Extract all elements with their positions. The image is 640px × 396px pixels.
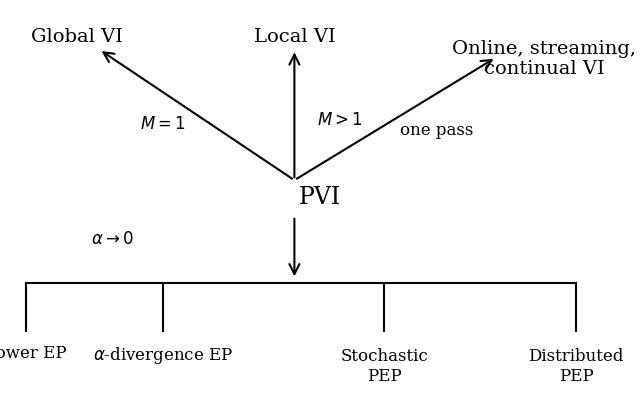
- Text: Distributed
PEP: Distributed PEP: [528, 348, 624, 385]
- Text: $M = 1$: $M = 1$: [140, 116, 186, 133]
- Text: Online, streaming,
continual VI: Online, streaming, continual VI: [452, 40, 636, 78]
- Text: one pass: one pass: [400, 122, 474, 139]
- Text: Global VI: Global VI: [31, 28, 123, 46]
- Text: Power EP: Power EP: [0, 345, 67, 362]
- Text: Local VI: Local VI: [253, 28, 335, 46]
- Text: PVI: PVI: [299, 187, 341, 209]
- Text: $\alpha$-divergence EP: $\alpha$-divergence EP: [93, 345, 233, 366]
- Text: $\alpha \to 0$: $\alpha \to 0$: [91, 231, 133, 248]
- Text: Stochastic
PEP: Stochastic PEP: [340, 348, 428, 385]
- Text: $M > 1$: $M > 1$: [317, 112, 363, 129]
